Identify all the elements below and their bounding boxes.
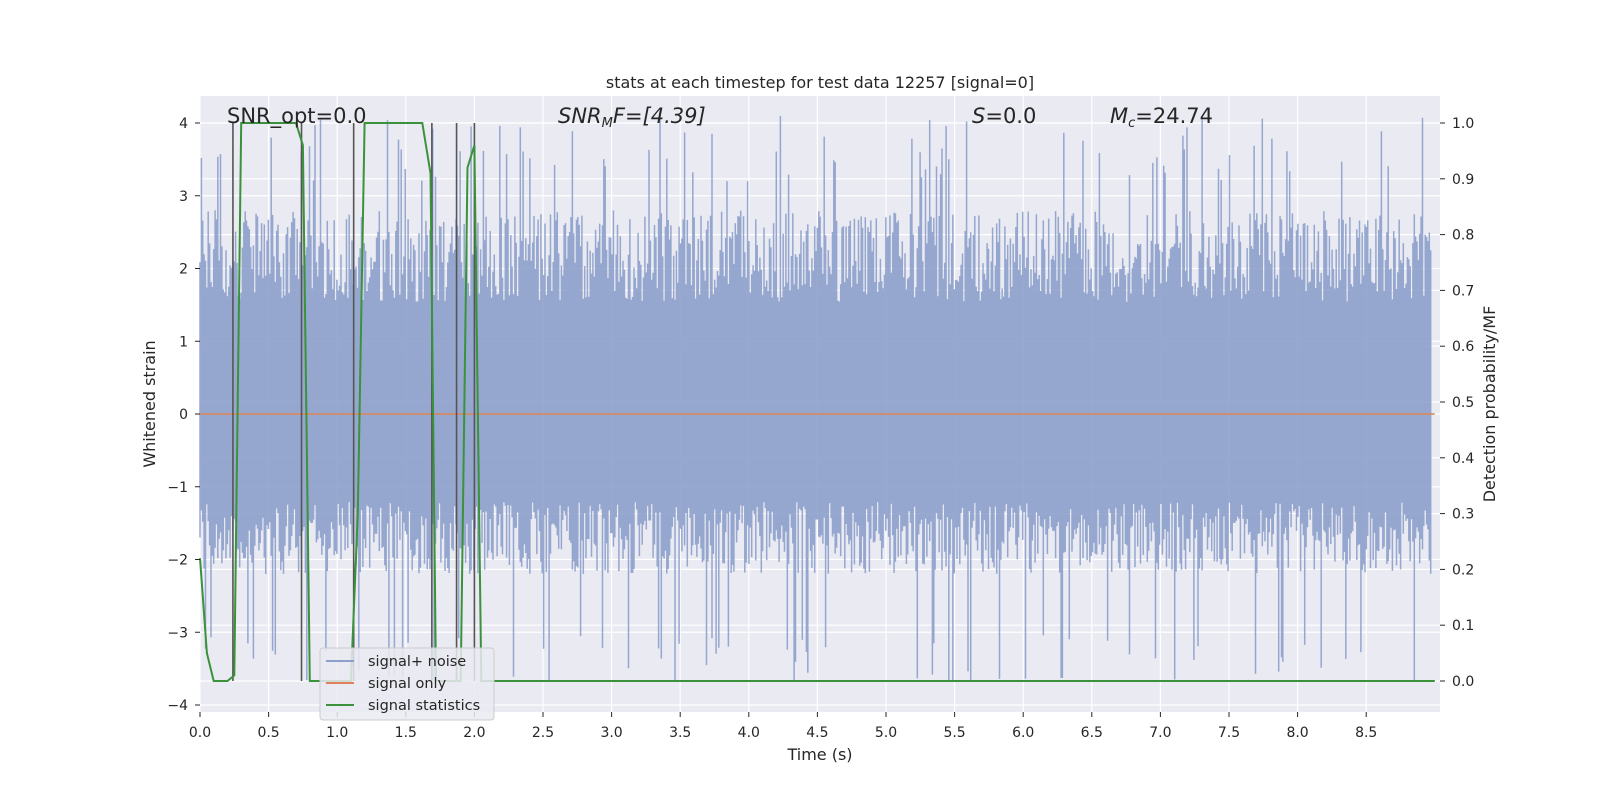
y2-tick-label: 0.4 [1452,451,1474,467]
x-tick-label: 5.5 [943,725,965,741]
y2-tick-label: 0.7 [1452,283,1474,299]
x-tick-label: 0.5 [257,725,279,741]
y-tick-label: −4 [167,698,188,714]
mc-annotation: Mc=24.74 [1110,104,1213,131]
legend-label-noise: signal+ noise [368,654,466,670]
x-tick-label: 4.0 [738,725,760,741]
x-tick-label: 1.0 [326,725,348,741]
y2-tick-label: 0.3 [1452,507,1474,523]
x-tick-label: 3.0 [600,725,622,741]
chart-title: stats at each timestep for test data 122… [606,73,1034,92]
y-tick-label: −3 [167,625,188,641]
legend: signal+ noise signal only signal statist… [319,647,495,721]
snr-mf-value: F=[4.39] [613,104,706,128]
x-tick-label: 6.5 [1081,725,1103,741]
y-tick-label: 0 [179,407,188,423]
y2-tick-label: 0.8 [1452,228,1474,244]
x-tick-label: 8.0 [1286,725,1308,741]
x-tick-label: 2.5 [532,725,554,741]
x-tick-label: 4.5 [806,725,828,741]
x-tick-label: 3.5 [669,725,691,741]
legend-label-statistics: signal statistics [368,698,480,714]
y2-tick-label: 0.5 [1452,395,1474,411]
legend-box [319,647,495,721]
y2-axis-label: Detection probability/MF [1480,306,1499,503]
axis-ticks: 0.0 0.5 1.0 1.5 2.0 2.5 3.0 3.5 4.0 4.5 5.0 5.5 6.0 6… [167,116,1474,741]
x-tick-label: 7.5 [1218,725,1240,741]
y-tick-label: 1 [179,334,188,350]
snr-mf-symbol: SNR [558,104,602,128]
y-tick-label: 3 [179,189,188,205]
y2-tick-label: 0.9 [1452,172,1474,188]
y-tick-label: −2 [167,553,188,569]
s-symbol: S [972,104,985,128]
s-annotation: S=0.0 [972,104,1036,128]
y-tick-label: −1 [167,480,188,496]
s-value: =0.0 [985,104,1036,128]
x-tick-label: 0.0 [189,725,211,741]
y2-tick-label: 0.2 [1452,562,1474,578]
y-tick-label: 2 [179,262,188,278]
mc-subscript: c [1128,116,1135,131]
x-tick-label: 1.5 [395,725,417,741]
y2-tick-label: 0.1 [1452,618,1474,634]
y2-tick-label: 1.0 [1452,116,1474,132]
snr-opt-annotation: SNR_opt=0.0 [227,104,367,129]
x-tick-label: 7.0 [1149,725,1171,741]
x-tick-label: 8.5 [1355,725,1377,741]
y2-tick-label: 0.0 [1452,674,1474,690]
mc-value: =24.74 [1135,104,1213,128]
y-axis-label: Whitened strain [140,340,159,467]
y-tick-label: 4 [179,116,188,132]
x-tick-label: 5.0 [875,725,897,741]
legend-label-signal-only: signal only [368,676,447,692]
y2-tick-label: 0.6 [1452,339,1474,355]
x-tick-label: 2.0 [463,725,485,741]
snr-mf-annotation: SNRMF=[4.39] [558,104,706,131]
mc-symbol: M [1110,104,1128,128]
x-axis-label: Time (s) [786,745,852,764]
snr-mf-subscript: M [602,116,613,131]
x-tick-label: 6.0 [1012,725,1034,741]
